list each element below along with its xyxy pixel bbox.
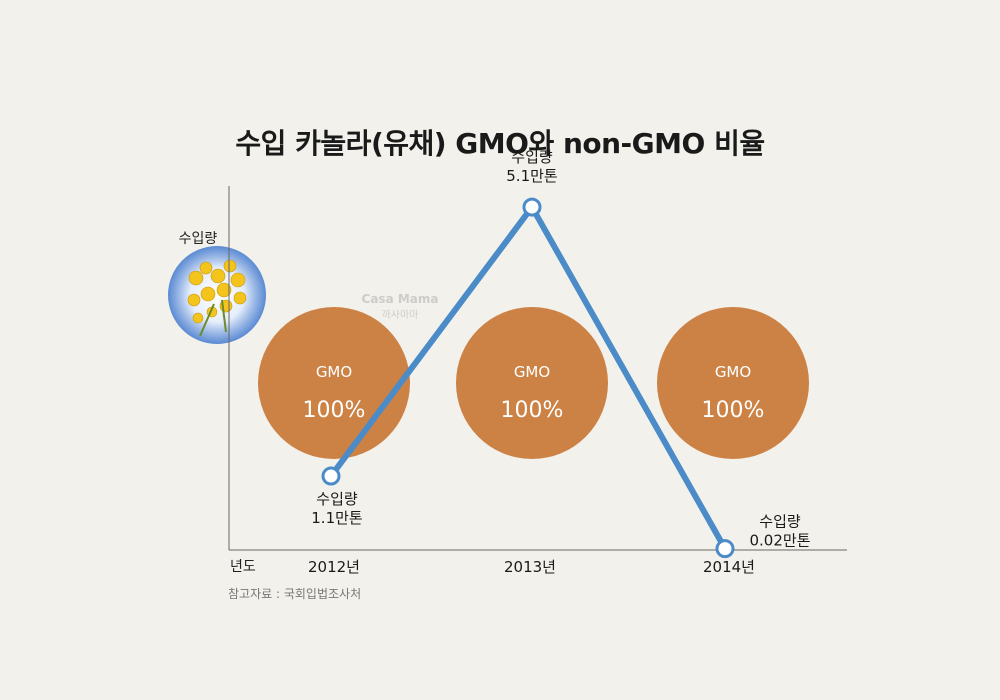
canola-flower-icon [168,246,266,344]
source-note: 참고자료 : 국회입법조사처 [228,587,362,601]
x-axis-label: 년도 [230,559,256,575]
gmo-share-label: GMO [715,363,751,381]
gmo-share-value: 100% [501,398,564,423]
gmo-share-circle-2013: GMO 100% [456,307,608,459]
data-point-2014 [715,539,735,559]
y-axis-label: 수입량 [178,231,218,247]
gmo-share-value: 100% [702,398,765,423]
x-tick-label-2012: 2012년 [308,558,360,576]
data-point-2012 [321,466,341,486]
value-label-2014: 수입량 0.02만톤 [750,513,811,550]
gmo-share-circle-2014: GMO 100% [657,307,809,459]
gmo-share-label: GMO [514,363,550,381]
x-tick-label-2014: 2014년 [703,558,755,576]
gmo-share-circle-2012: GMO 100% [258,307,410,459]
chart-title: 수입 카놀라(유채) GMO와 non-GMO 비율 [235,127,765,160]
value-label-2013: 수입량 5.1만톤 [506,148,557,185]
data-point-2013 [522,197,542,217]
gmo-share-value: 100% [303,398,366,423]
x-tick-label-2013: 2013년 [504,558,556,576]
value-label-2012: 수입량 1.1만톤 [311,490,362,527]
gmo-share-label: GMO [316,363,352,381]
